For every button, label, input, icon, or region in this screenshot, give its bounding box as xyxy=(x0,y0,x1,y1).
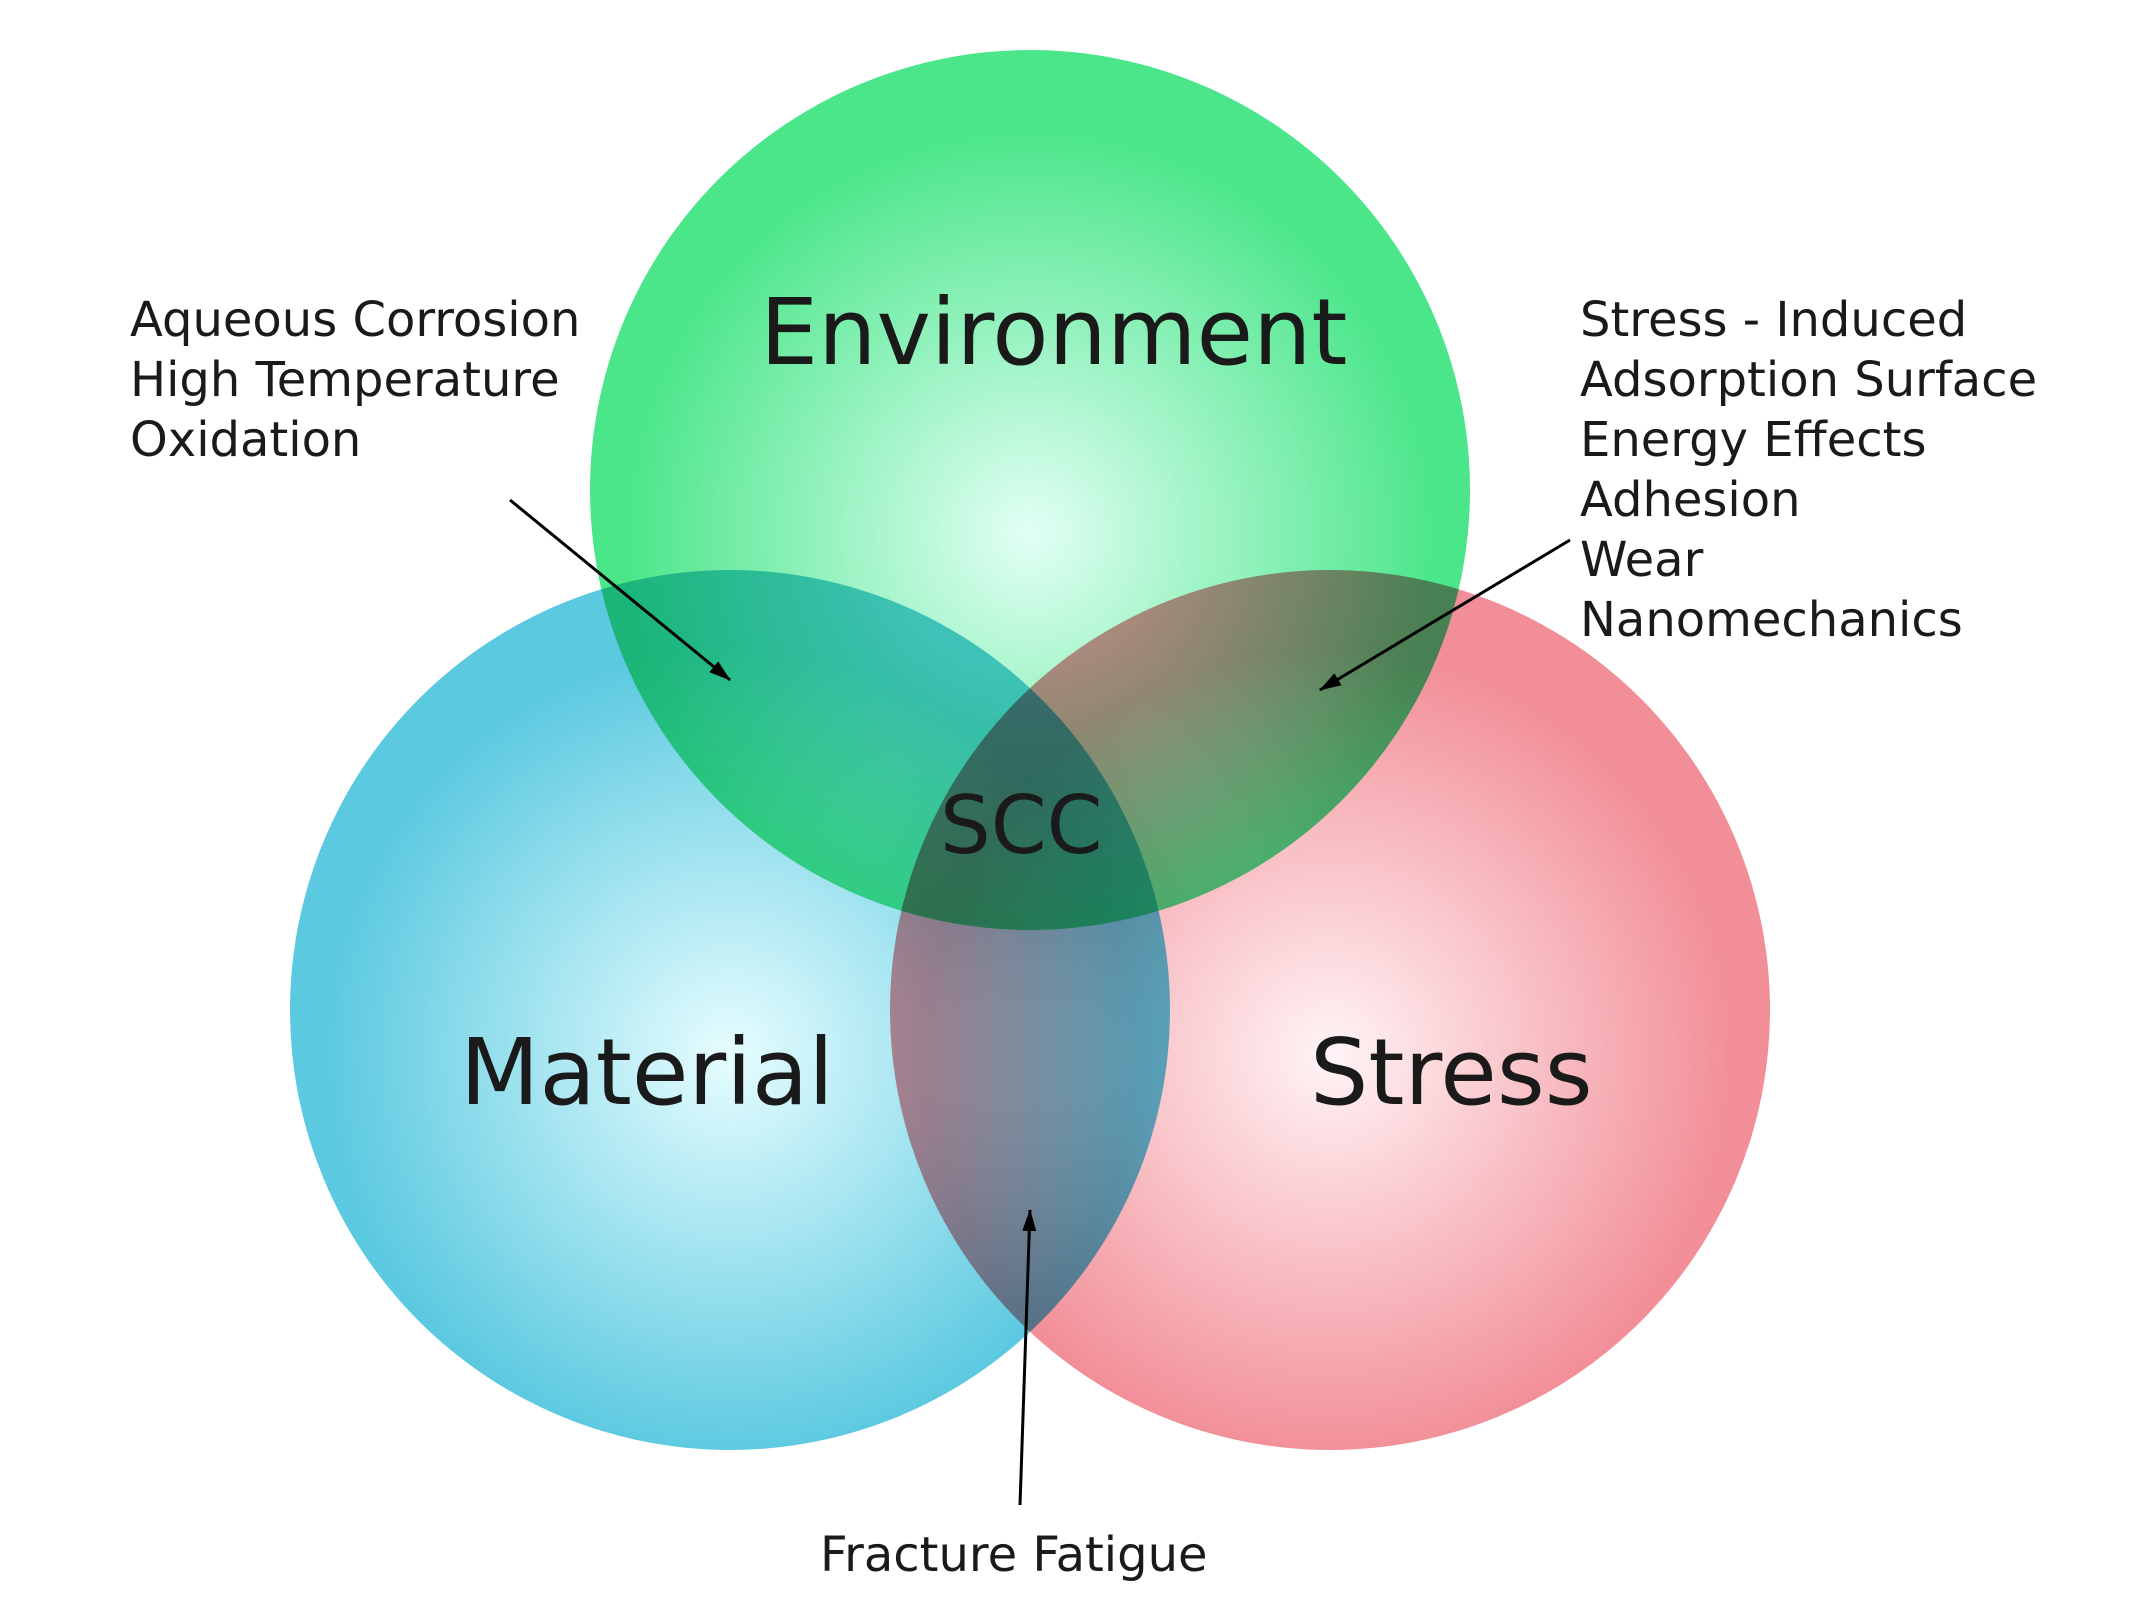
annotation-left: Aqueous CorrosionHigh TemperatureOxidati… xyxy=(130,290,580,470)
venn-label-environment: Environment xyxy=(760,280,1347,386)
annotation-line: Adsorption Surface xyxy=(1580,350,2037,410)
annotation-line: Oxidation xyxy=(130,410,580,470)
annotation-line: Fracture Fatigue xyxy=(820,1525,1208,1585)
annotation-right: Stress - InducedAdsorption SurfaceEnergy… xyxy=(1580,290,2037,650)
venn-diagram: Environment Material Stress SCC Aqueous … xyxy=(0,0,2132,1620)
venn-circle-stress-glow xyxy=(890,570,1770,1450)
annotation-line: Aqueous Corrosion xyxy=(130,290,580,350)
annotation-line: Stress - Induced xyxy=(1580,290,2037,350)
annotation-line: Wear xyxy=(1580,530,2037,590)
venn-center-label: SCC xyxy=(940,780,1103,872)
annotation-line: Nanomechanics xyxy=(1580,590,2037,650)
venn-label-material: Material xyxy=(460,1020,834,1126)
venn-circle-stress xyxy=(890,570,1770,1450)
annotation-line: Adhesion xyxy=(1580,470,2037,530)
venn-label-stress: Stress xyxy=(1310,1020,1593,1126)
annotation-line: High Temperature xyxy=(130,350,580,410)
annotation-bottom: Fracture Fatigue xyxy=(820,1525,1208,1585)
annotation-line: Energy Effects xyxy=(1580,410,2037,470)
